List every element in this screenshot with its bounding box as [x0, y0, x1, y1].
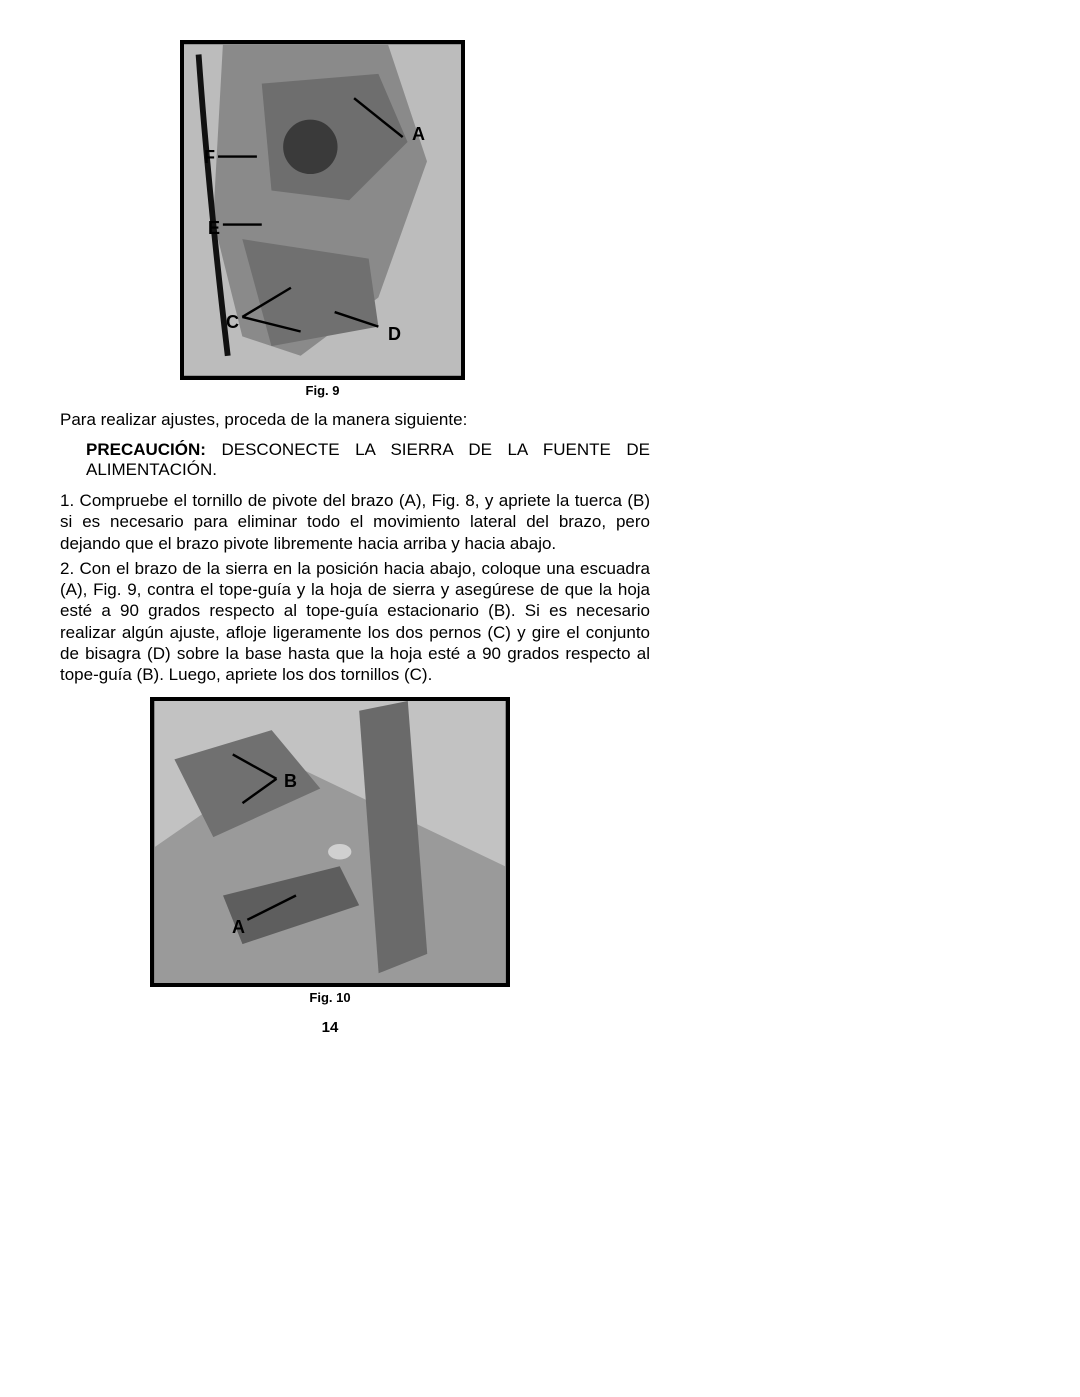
step-2: 2. Con el brazo de la sierra en la posic…	[60, 558, 650, 686]
caution-label: PRECAUCIÓN:	[86, 440, 206, 459]
figure-9-label-d: D	[388, 324, 401, 345]
figure-10-label-a: A	[232, 917, 245, 938]
figure-9-label-a: A	[412, 124, 425, 145]
step-1: 1. Compruebe el tornillo de pivote del b…	[60, 490, 650, 554]
figure-10: B A	[150, 697, 510, 987]
figure-9-label-c: C	[226, 312, 239, 333]
figure-9-label-e: E	[208, 218, 220, 239]
figure-9-caption: Fig. 9	[180, 383, 465, 398]
figure-9: A F E C D	[180, 40, 465, 380]
figure-9-label-f: F	[204, 147, 215, 168]
page-number: 14	[150, 1019, 510, 1036]
caution-block: PRECAUCIÓN: DESCONECTE LA SIERRA DE LA F…	[86, 440, 650, 480]
figure-10-label-b: B	[284, 771, 297, 792]
manual-page: A F E C D Fig. 9 Para realizar ajustes, …	[0, 0, 710, 1036]
figure-10-caption: Fig. 10	[150, 990, 510, 1005]
intro-text: Para realizar ajustes, proceda de la man…	[60, 410, 650, 430]
